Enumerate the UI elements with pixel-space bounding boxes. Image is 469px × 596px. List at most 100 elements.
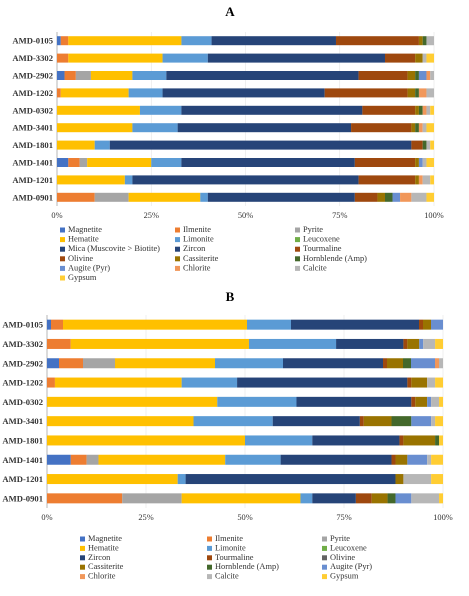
panel-a-category-label: AMD-2902 [12, 71, 53, 81]
panel-a-legend-label-cassiterite: Cassiterite [183, 254, 219, 263]
panel-b-legend-label-hematite: Hematite [88, 543, 119, 552]
panel-b-bar-amd-0105-tourmaline [419, 319, 423, 330]
panel-b-bar-amd-1401-limonite [225, 454, 281, 465]
panel-a-bar-amd-1801-hornblende-amp [422, 140, 427, 150]
panel-b-bar-amd-2902-pyrite [83, 358, 115, 369]
panel-b-legend-swatch-hematite [80, 545, 85, 551]
panel-b-legend: Magnetite Ilmenite Pyrite Hematite Limonite L… [80, 534, 372, 581]
panel-b-bar-amd-3302-calcite [423, 338, 436, 349]
panel-a-legend-label-mica-muscovite-biotite: Mica (Muscovite > Biotite) [68, 244, 160, 253]
panel-b-bar-amd-0302-hematite [47, 396, 218, 407]
panel-b-bar-amd-1401-zircon [280, 454, 392, 465]
panel-a-bar-amd-3401-hematite [57, 123, 133, 133]
panel-b-legend-swatch-hornblende-amp [207, 564, 212, 570]
panel-b-bar-amd-1202-hematite [54, 377, 182, 388]
panel-b-bar-amd-1201-limonite [177, 474, 186, 485]
panel-a-bar-amd-0901-augite-pyr [392, 192, 401, 202]
panel-b-bar-amd-1801-limonite [245, 435, 313, 446]
panel-b-bar-amd-3401-hematite [47, 416, 194, 427]
panel-a-x-tick-label: 75% [332, 211, 347, 220]
panel-a-x-tick-label: 50% [238, 211, 253, 220]
panel-b-bar-amd-3401-augite-pyr [411, 416, 432, 427]
panel-b-bar-amd-2902-tourmaline [383, 358, 387, 369]
panel-a-bar-amd-2902-limonite [132, 71, 167, 80]
panel-b-bar-amd-0901-calcite [411, 493, 440, 504]
panel-b-bar-amd-0901-ilmenite [47, 493, 123, 504]
panel-b-legend-label-tourmaline: Tourmaline [215, 553, 254, 562]
panel-a-bar-amd-0901-gypsum [426, 192, 434, 202]
panel-a-legend-label-zircon: Zircon [183, 244, 206, 253]
panel-b-bar-amd-1401-gypsum [431, 454, 443, 465]
panel-a-legend-swatch-magnetite [60, 227, 65, 233]
panel-b-bar-amd-2902-magnetite [47, 358, 59, 369]
panel-b-category-label: AMD-0105 [2, 320, 43, 330]
panel-a-bar-amd-0302-limonite [139, 105, 182, 115]
panel-b-category-label: AMD-1202 [2, 378, 43, 388]
panel-b-bar-amd-1401-calcite [427, 454, 432, 465]
panel-a-legend-swatch-cassiterite [175, 256, 180, 262]
panel-b-bar-amd-0105-magnetite [47, 319, 51, 330]
panel-a-bar-amd-2902-augite-pyr [418, 71, 427, 80]
panel-b-bar-amd-2902-augite-pyr [411, 358, 435, 369]
panel-a-bar-amd-2902-hematite [90, 71, 133, 80]
panel-a-bar-amd-0901-hornblende-amp [384, 192, 393, 202]
panel-b-legend-label-gypsum: Gypsum [330, 572, 359, 581]
panel-a-bar-amd-3302-ilmenite [57, 53, 69, 63]
panel-a-bar-amd-2902-magnetite [57, 71, 65, 80]
panel-b-category-label: AMD-1201 [2, 474, 43, 484]
panel-b-bar-amd-1202-calcite [427, 377, 436, 388]
panel-a-bar-amd-1801-mica-muscovite-biotite [109, 140, 412, 150]
panel-a-bar-amd-0105-hematite [68, 36, 182, 46]
panel-a-category-label: AMD-1202 [12, 88, 53, 98]
panel-a-bar-amd-0105-limonite [181, 36, 212, 46]
panel-b-bar-amd-3302-cassiterite [407, 338, 420, 349]
panel-b-bar-amd-0302-limonite [217, 396, 297, 407]
panel-b-legend-swatch-gypsum [322, 574, 327, 580]
panel-a-legend-swatch-hematite [60, 237, 65, 243]
panel-a-legend-label-hematite: Hematite [68, 235, 99, 244]
panel-b-legend-label-ilmenite: Ilmenite [215, 534, 243, 543]
panel-b-bar-amd-0901-tourmaline [355, 493, 372, 504]
panel-a-bar-amd-1202-hematite [60, 88, 129, 98]
panel-b-bar-amd-1201-zircon [185, 474, 396, 485]
panel-b-bar-amd-1202-gypsum [435, 377, 443, 388]
panel-b-bar-amd-0901-gypsum [439, 493, 443, 504]
panel-b-bar-amd-1401-pyrite [86, 454, 99, 465]
panel-a-bar-amd-2902-tourmaline [358, 71, 408, 80]
panel-a-bar-amd-1801-gypsum [430, 140, 434, 150]
panel-b-category-label: AMD-0901 [2, 493, 43, 503]
panel-b-legend-label-zircon: Zircon [88, 553, 111, 562]
panel-b-bar-amd-2902-hornblende-amp [403, 358, 411, 369]
panel-a-bar-amd-1201-hematite [57, 175, 125, 185]
panel-b-bar-amd-2902-hematite [115, 358, 215, 369]
panel-a-category-label: AMD-3401 [12, 123, 53, 133]
panel-a-chart: 0% 25% 50% 75% 100% AMD-0105 AMD-3302 AMD-2902 A… [12, 32, 444, 220]
panel-a-legend-swatch-olivine [60, 256, 65, 262]
panel-a-bar-amd-1202-limonite [128, 88, 163, 98]
panel-b-legend-label-magnetite: Magnetite [88, 534, 122, 543]
panel-b-bar-amd-2902-chlorite [435, 358, 439, 369]
panel-b-bar-amd-0105-augite-pyr [431, 319, 443, 330]
panel-a-bar-amd-3401-hornblende-amp [415, 123, 419, 133]
panel-a-category-label: AMD-0901 [12, 192, 53, 202]
panel-b-bar-amd-3401-zircon [272, 416, 360, 427]
panel-b-bar-amd-0901-cassiterite [371, 493, 388, 504]
panel-a-category-label: AMD-1401 [12, 158, 53, 168]
panel-a-legend-swatch-tourmaline [295, 246, 300, 252]
panel-b-bar-amd-0302-tourmaline [411, 396, 416, 407]
panel-a-legend-swatch-chlorite [175, 265, 180, 271]
panel-a-legend-swatch-ilmenite [175, 227, 180, 233]
panel-a-bar-amd-1202-calcite [426, 88, 434, 98]
panel-a-bar-amd-0105-mica-muscovite-biotite [211, 36, 336, 46]
panel-b-bar-amd-0302-cassiterite [415, 396, 428, 407]
panel-b-legend-swatch-zircon [80, 555, 85, 561]
panel-a-legend-label-calcite: Calcite [303, 263, 327, 272]
panel-b-bar-amd-1202-zircon [237, 377, 408, 388]
panel-a-bar-amd-1401-limonite [151, 158, 182, 167]
panel-a-bar-amd-1401-gypsum [426, 158, 434, 167]
panel-b-bar-amd-1202-ilmenite [47, 377, 55, 388]
panel-b-bar-amd-0302-zircon [296, 396, 412, 407]
panel-b-legend-swatch-cassiterite [80, 564, 85, 570]
panel-b-bar-amd-1801-hornblende-amp [435, 435, 440, 446]
panel-b-legend-label-chlorite: Chlorite [88, 572, 116, 581]
